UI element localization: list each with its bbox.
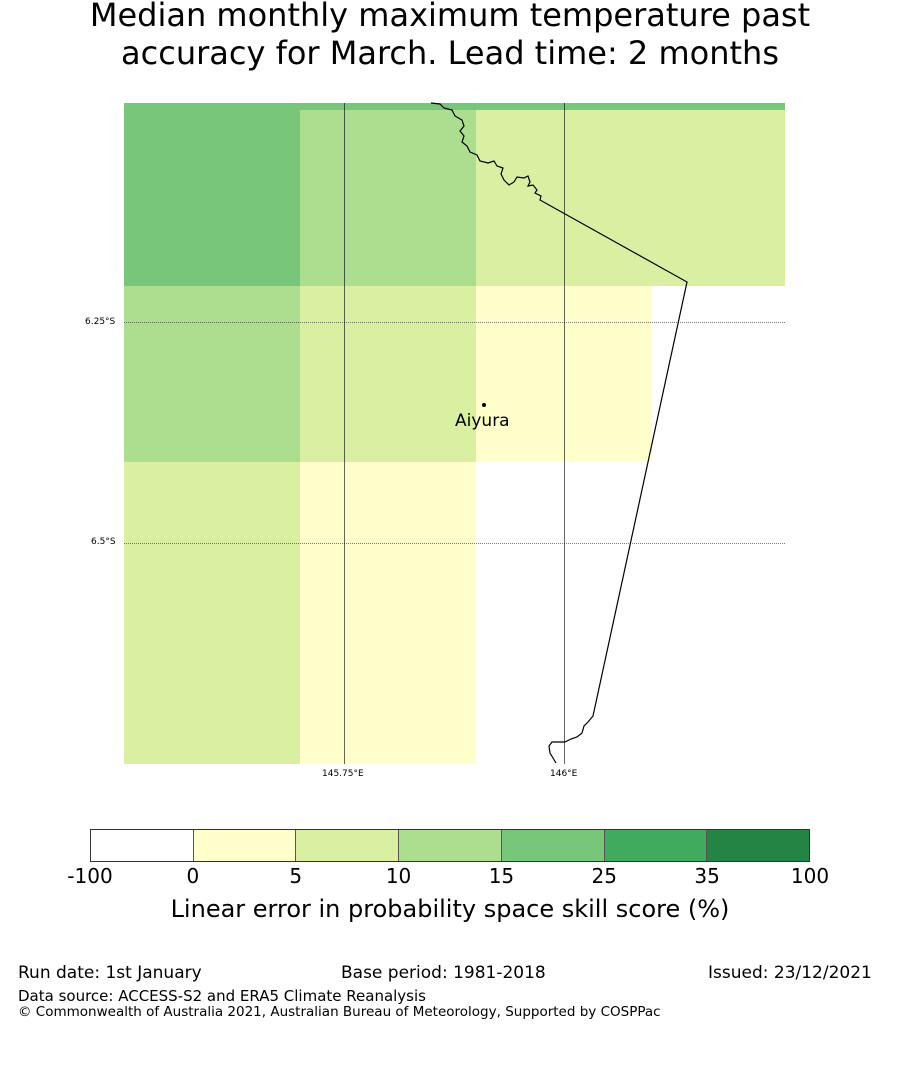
copyright: © Commonwealth of Australia 2021, Austra…	[18, 1004, 661, 1020]
grid-cell	[300, 462, 476, 764]
grid-cell	[476, 103, 652, 286]
colorbar-tick-label: 35	[694, 864, 720, 888]
issued-date: Issued: 23/12/2021	[708, 963, 872, 983]
colorbar-tick-label: 15	[488, 864, 515, 888]
colorbar-segment	[707, 830, 810, 861]
title-line-2: accuracy for March. Lead time: 2 months	[121, 34, 779, 72]
colorbar-tick-label: 10	[385, 864, 412, 888]
colorbar-segment	[193, 830, 297, 861]
colorbar	[90, 829, 810, 862]
grid-cell	[476, 286, 652, 462]
aiyura-marker	[482, 403, 486, 407]
map-panel	[124, 102, 785, 764]
colorbar-tick-label: 0	[186, 864, 200, 888]
top-strip	[124, 103, 785, 110]
colorbar-segment	[91, 830, 194, 861]
grid-cell	[124, 286, 300, 462]
grid-cell	[300, 103, 476, 286]
colorbar-label: Linear error in probability space skill …	[170, 895, 730, 923]
lon-label-145.75: 145.75°E	[322, 769, 364, 779]
colorbar-tick-label: 5	[289, 864, 303, 888]
chart-title: Median monthly maximum temperature past …	[0, 0, 900, 72]
coastline	[430, 102, 688, 764]
grid-cell	[476, 462, 652, 764]
colorbar-segment	[296, 830, 400, 861]
grid-cell	[652, 286, 785, 462]
grid-cell	[652, 462, 785, 764]
base-period: Base period: 1981-2018	[341, 963, 546, 983]
lon-label-146: 146°E	[550, 769, 578, 779]
grid-cell	[124, 462, 300, 764]
colorbar-segment	[399, 830, 502, 861]
grid-cell	[124, 103, 300, 286]
title-line-1: Median monthly maximum temperature past	[89, 0, 811, 34]
colorbar-segment	[604, 830, 708, 861]
grid-cell	[652, 103, 785, 286]
colorbar-tick-label: 100	[790, 864, 830, 888]
lat-label-6.5: 6.5°S	[91, 537, 116, 547]
place-label-aiyura: Aiyura	[455, 411, 510, 431]
data-source: Data source: ACCESS-S2 and ERA5 Climate …	[18, 987, 426, 1005]
run-date: Run date: 1st January	[18, 963, 202, 983]
skill-grid	[124, 103, 785, 764]
grid-cell	[300, 286, 476, 462]
lat-label-6.25: 6.25°S	[85, 317, 116, 327]
colorbar-tick-label: -100	[67, 864, 113, 888]
colorbar-tick-label: 25	[591, 864, 618, 888]
colorbar-segment	[501, 830, 605, 861]
